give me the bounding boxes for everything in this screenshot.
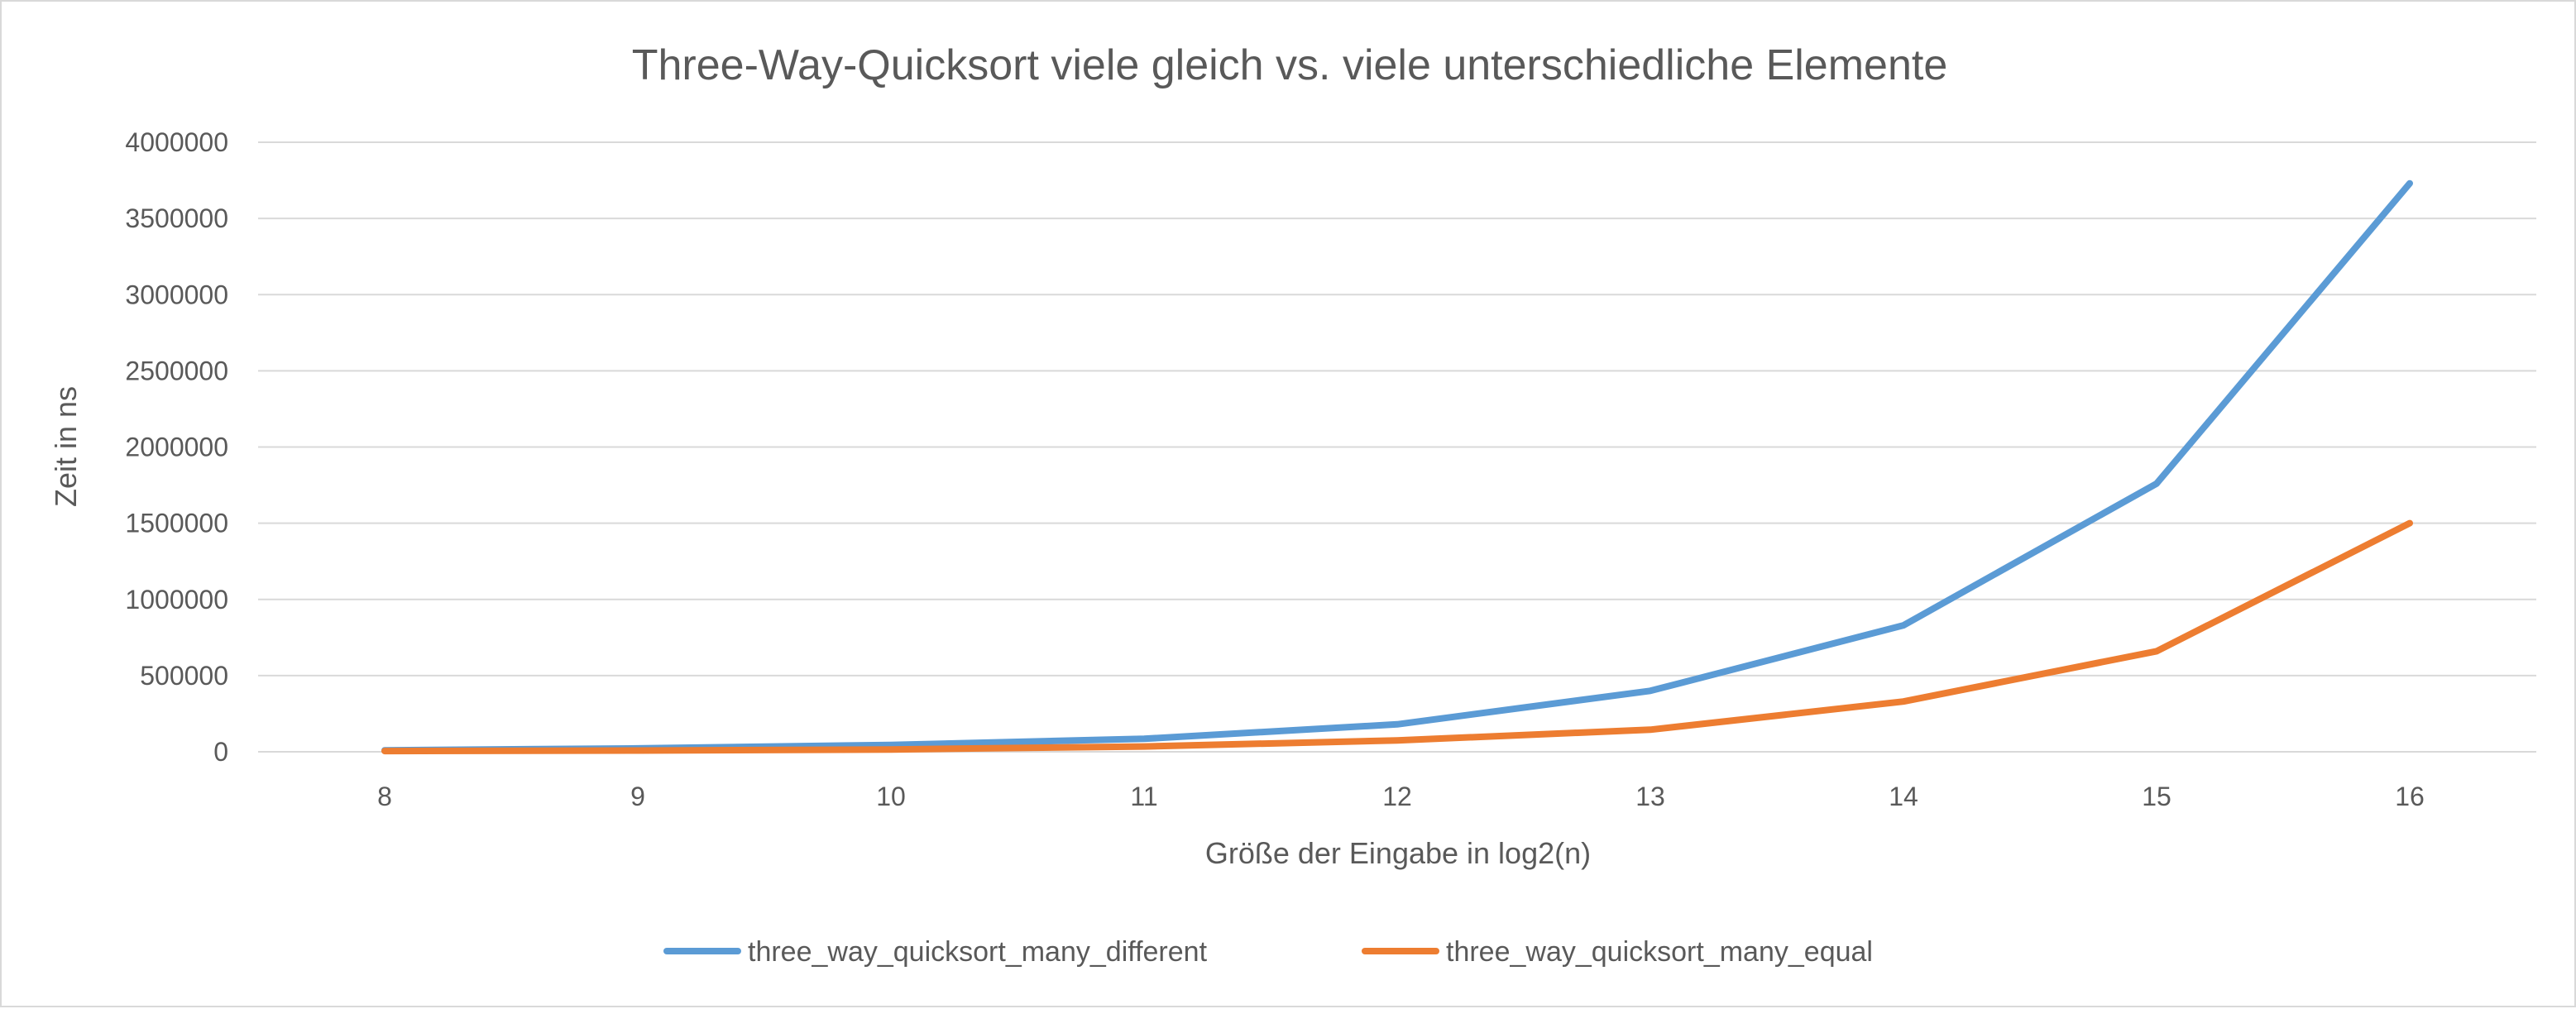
y-tick-label: 2500000 — [125, 356, 228, 385]
y-tick-label: 1000000 — [125, 585, 228, 614]
y-tick-label: 2000000 — [125, 433, 228, 462]
y-tick-label: 1500000 — [125, 509, 228, 538]
chart-title: Three-Way-Quicksort viele gleich vs. vie… — [632, 41, 1948, 89]
y-axis-title: Zeit in ns — [49, 386, 83, 507]
x-tick-label: 10 — [876, 782, 906, 811]
legend-label: three_way_quicksort_many_different — [748, 936, 1208, 968]
y-tick-label: 4000000 — [125, 127, 228, 157]
x-tick-label: 9 — [630, 782, 645, 811]
series-lines — [381, 179, 2413, 755]
y-tick-label: 3000000 — [125, 280, 228, 309]
y-tick-label: 500000 — [140, 661, 228, 691]
x-tick-label: 15 — [2142, 782, 2171, 811]
series-line-three_way_quicksort_many_different — [381, 179, 2413, 754]
y-axis-ticks: 0 500000 1000000 1500000 2000000 2500000 30000… — [125, 127, 228, 767]
legend-label: three_way_quicksort_many_equal — [1446, 936, 1873, 968]
x-tick-label: 12 — [1382, 782, 1412, 811]
x-tick-label: 11 — [1130, 782, 1157, 811]
y-tick-label: 0 — [213, 737, 228, 767]
x-tick-label: 8 — [377, 782, 392, 811]
series-line-three_way_quicksort_many_equal — [381, 519, 2413, 755]
x-tick-label: 16 — [2395, 782, 2425, 811]
x-tick-label: 14 — [1889, 782, 1918, 811]
y-tick-label: 3500000 — [125, 203, 228, 233]
x-tick-label: 13 — [1635, 782, 1665, 811]
legend: three_way_quicksort_many_different three_… — [663, 936, 1873, 968]
gridlines — [258, 141, 2536, 677]
x-axis-title: Größe der Eingabe in log2(n) — [1205, 836, 1591, 870]
x-axis-ticks: 8 9 10 11 12 13 14 15 16 — [377, 782, 2425, 811]
